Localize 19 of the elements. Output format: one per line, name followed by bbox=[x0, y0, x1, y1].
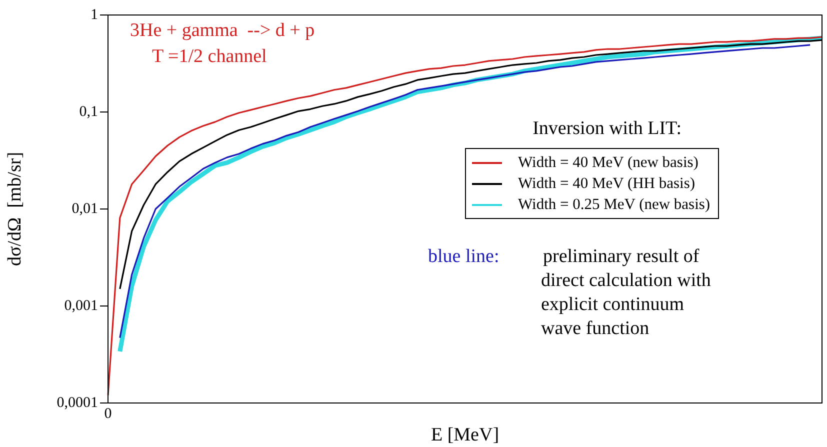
annotation: direct calculation with bbox=[541, 270, 711, 292]
annotation: preliminary result of bbox=[543, 246, 700, 268]
annotation: 3He + gamma --> d + p bbox=[130, 20, 315, 42]
annotation: blue line: bbox=[428, 246, 500, 268]
annotation: T =1/2 channel bbox=[152, 46, 267, 68]
y-tick-label: 0,001 bbox=[64, 298, 98, 314]
legend-label: Width = 40 MeV (HH basis) bbox=[518, 174, 696, 192]
y-axis-title: dσ/dΩ [mb/sr] bbox=[4, 152, 26, 266]
x-tick-label: 0 bbox=[104, 406, 112, 422]
y-tick-label: 0,0001 bbox=[56, 394, 98, 411]
annotation: explicit continuum bbox=[541, 294, 684, 316]
legend-title: Inversion with LIT: bbox=[532, 118, 682, 140]
y-tick-label: 0,01 bbox=[72, 200, 98, 217]
legend-label: Width = 40 MeV (new basis) bbox=[518, 154, 698, 172]
legend-label: Width = 0.25 MeV (new basis) bbox=[518, 196, 710, 214]
y-tick-label: 1 bbox=[90, 6, 98, 23]
x-axis-title: E [MeV] bbox=[430, 424, 500, 446]
annotation: wave function bbox=[541, 318, 650, 340]
y-tick-label: 0,1 bbox=[79, 104, 98, 120]
